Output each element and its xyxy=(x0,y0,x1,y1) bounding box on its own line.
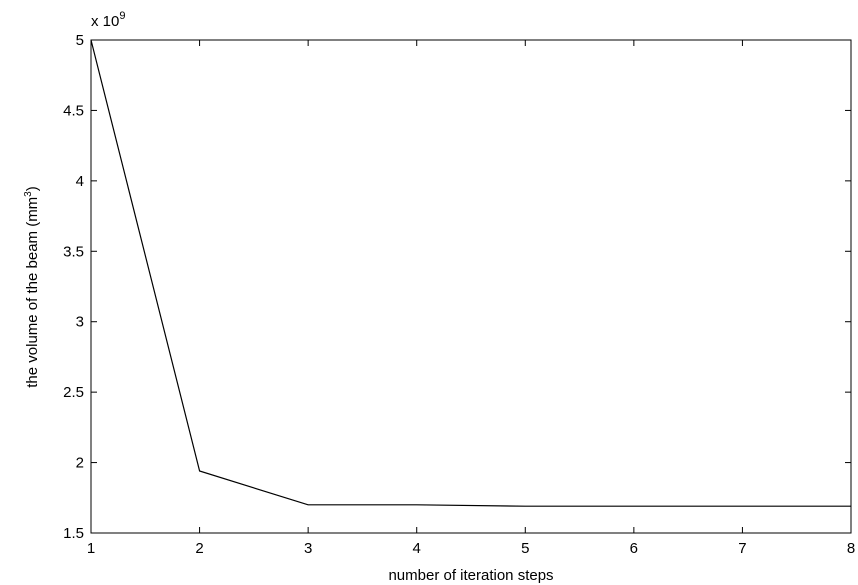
x-tick-label: 6 xyxy=(630,540,638,557)
x-tick-label: 3 xyxy=(304,540,312,557)
x-tick-label: 4 xyxy=(413,540,421,557)
y-multiplier-base: x 10 xyxy=(91,13,119,30)
y-axis-label-tail: ) xyxy=(24,186,41,191)
y-multiplier-exponent: 9 xyxy=(119,10,125,22)
axis-ticks xyxy=(90,39,852,534)
plot-area xyxy=(90,39,852,534)
y-axis-label-main: the volume of the beam (mm xyxy=(24,197,41,388)
y-tick-label: 2 xyxy=(76,455,84,472)
y-tick-label: 4 xyxy=(76,173,84,190)
x-tick-label: 8 xyxy=(847,540,855,557)
tick-labels: 1 2 3 4 5 6 7 8 1.5 2 2.5 3 3.5 4 4.5 5 xyxy=(63,32,855,557)
y-multiplier: x 109 xyxy=(91,10,125,30)
x-tick-label: 2 xyxy=(195,540,203,557)
x-tick-label: 7 xyxy=(738,540,746,557)
y-tick-label: 2.5 xyxy=(63,384,84,401)
series-line xyxy=(90,39,851,507)
x-tick-label: 1 xyxy=(87,540,95,557)
y-tick-label: 3.5 xyxy=(63,243,84,260)
x-tick-label: 5 xyxy=(521,540,529,557)
y-axis-label: the volume of the beam (mm3) xyxy=(23,186,41,387)
y-tick-label: 3 xyxy=(76,314,84,331)
y-tick-label: 1.5 xyxy=(63,525,84,542)
y-axis-label-superscript: 3 xyxy=(23,191,34,197)
y-tick-label: 4.5 xyxy=(63,102,84,119)
x-axis-label: number of iteration steps xyxy=(388,567,553,584)
y-tick-label: 5 xyxy=(76,32,84,49)
